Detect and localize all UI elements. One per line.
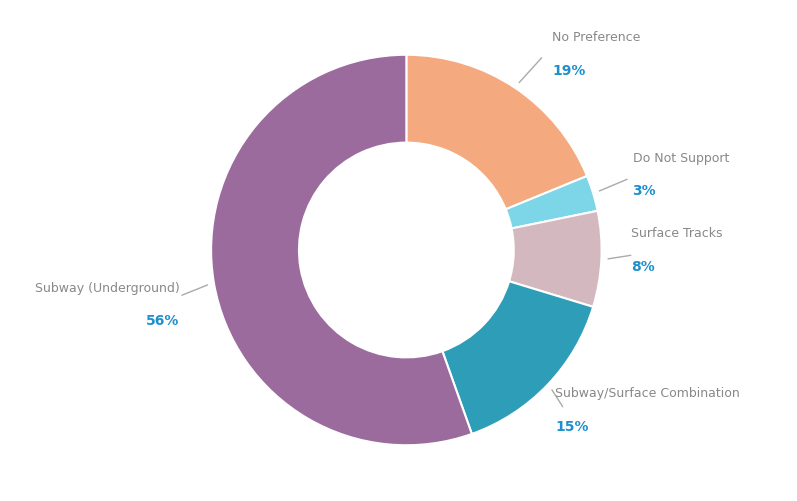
- Text: 56%: 56%: [146, 314, 179, 327]
- Wedge shape: [442, 282, 593, 434]
- Text: 19%: 19%: [552, 64, 586, 78]
- Text: Subway/Surface Combination: Subway/Surface Combination: [556, 387, 740, 399]
- Wedge shape: [506, 177, 598, 229]
- Wedge shape: [211, 56, 472, 445]
- Text: Surface Tracks: Surface Tracks: [630, 227, 722, 240]
- Text: Subway (Underground): Subway (Underground): [34, 281, 179, 294]
- Wedge shape: [509, 211, 602, 307]
- Text: Do Not Support: Do Not Support: [633, 151, 729, 164]
- Wedge shape: [406, 56, 587, 210]
- Text: No Preference: No Preference: [552, 31, 641, 44]
- Text: 15%: 15%: [556, 419, 589, 433]
- Text: 3%: 3%: [633, 184, 656, 198]
- Text: 8%: 8%: [630, 260, 654, 273]
